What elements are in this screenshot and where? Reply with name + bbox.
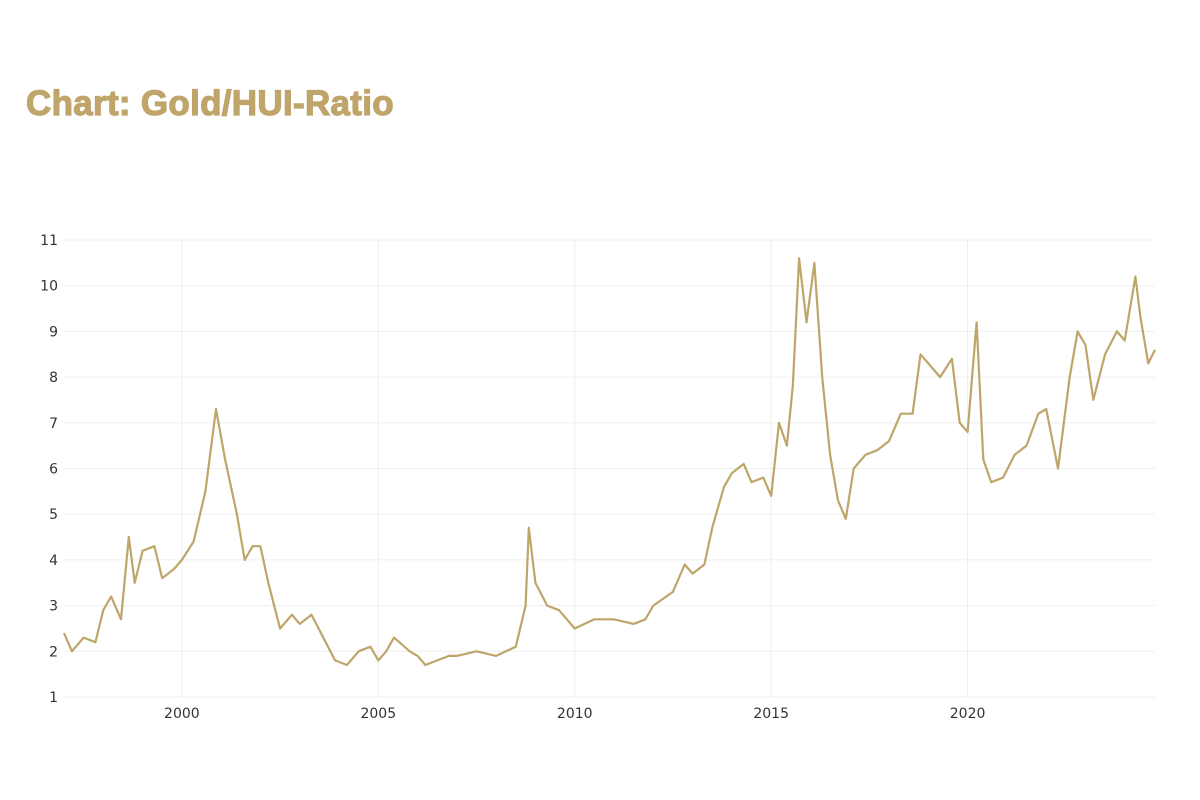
- grid: [64, 239, 1155, 698]
- x-tick-label: 2020: [950, 706, 986, 722]
- y-tick-label: 6: [49, 462, 58, 478]
- x-tick-label: 2015: [753, 706, 789, 722]
- y-tick-label: 10: [40, 279, 58, 295]
- series-line: [62, 257, 1156, 667]
- chart-title: Chart: Gold/HUI-Ratio: [25, 83, 394, 123]
- series: [62, 257, 1156, 667]
- y-tick-label: 3: [49, 599, 58, 615]
- x-tick-label: 2005: [360, 706, 396, 722]
- x-tick-label: 2000: [164, 706, 200, 722]
- x-axis: 2000 2005 2010 2015 2020: [164, 706, 985, 722]
- y-tick-label: 7: [49, 416, 58, 432]
- y-tick-label: 11: [40, 233, 58, 249]
- x-tick-label: 2010: [557, 706, 593, 722]
- y-tick-label: 2: [49, 644, 58, 660]
- y-tick-label: 1: [49, 690, 58, 706]
- y-tick-label: 8: [49, 370, 58, 386]
- y-tick-label: 4: [49, 553, 58, 569]
- y-axis: 1 2 3 4 5 6 7 8 9 10 11: [40, 233, 58, 706]
- y-tick-label: 9: [49, 324, 58, 340]
- y-tick-label: 5: [49, 507, 58, 523]
